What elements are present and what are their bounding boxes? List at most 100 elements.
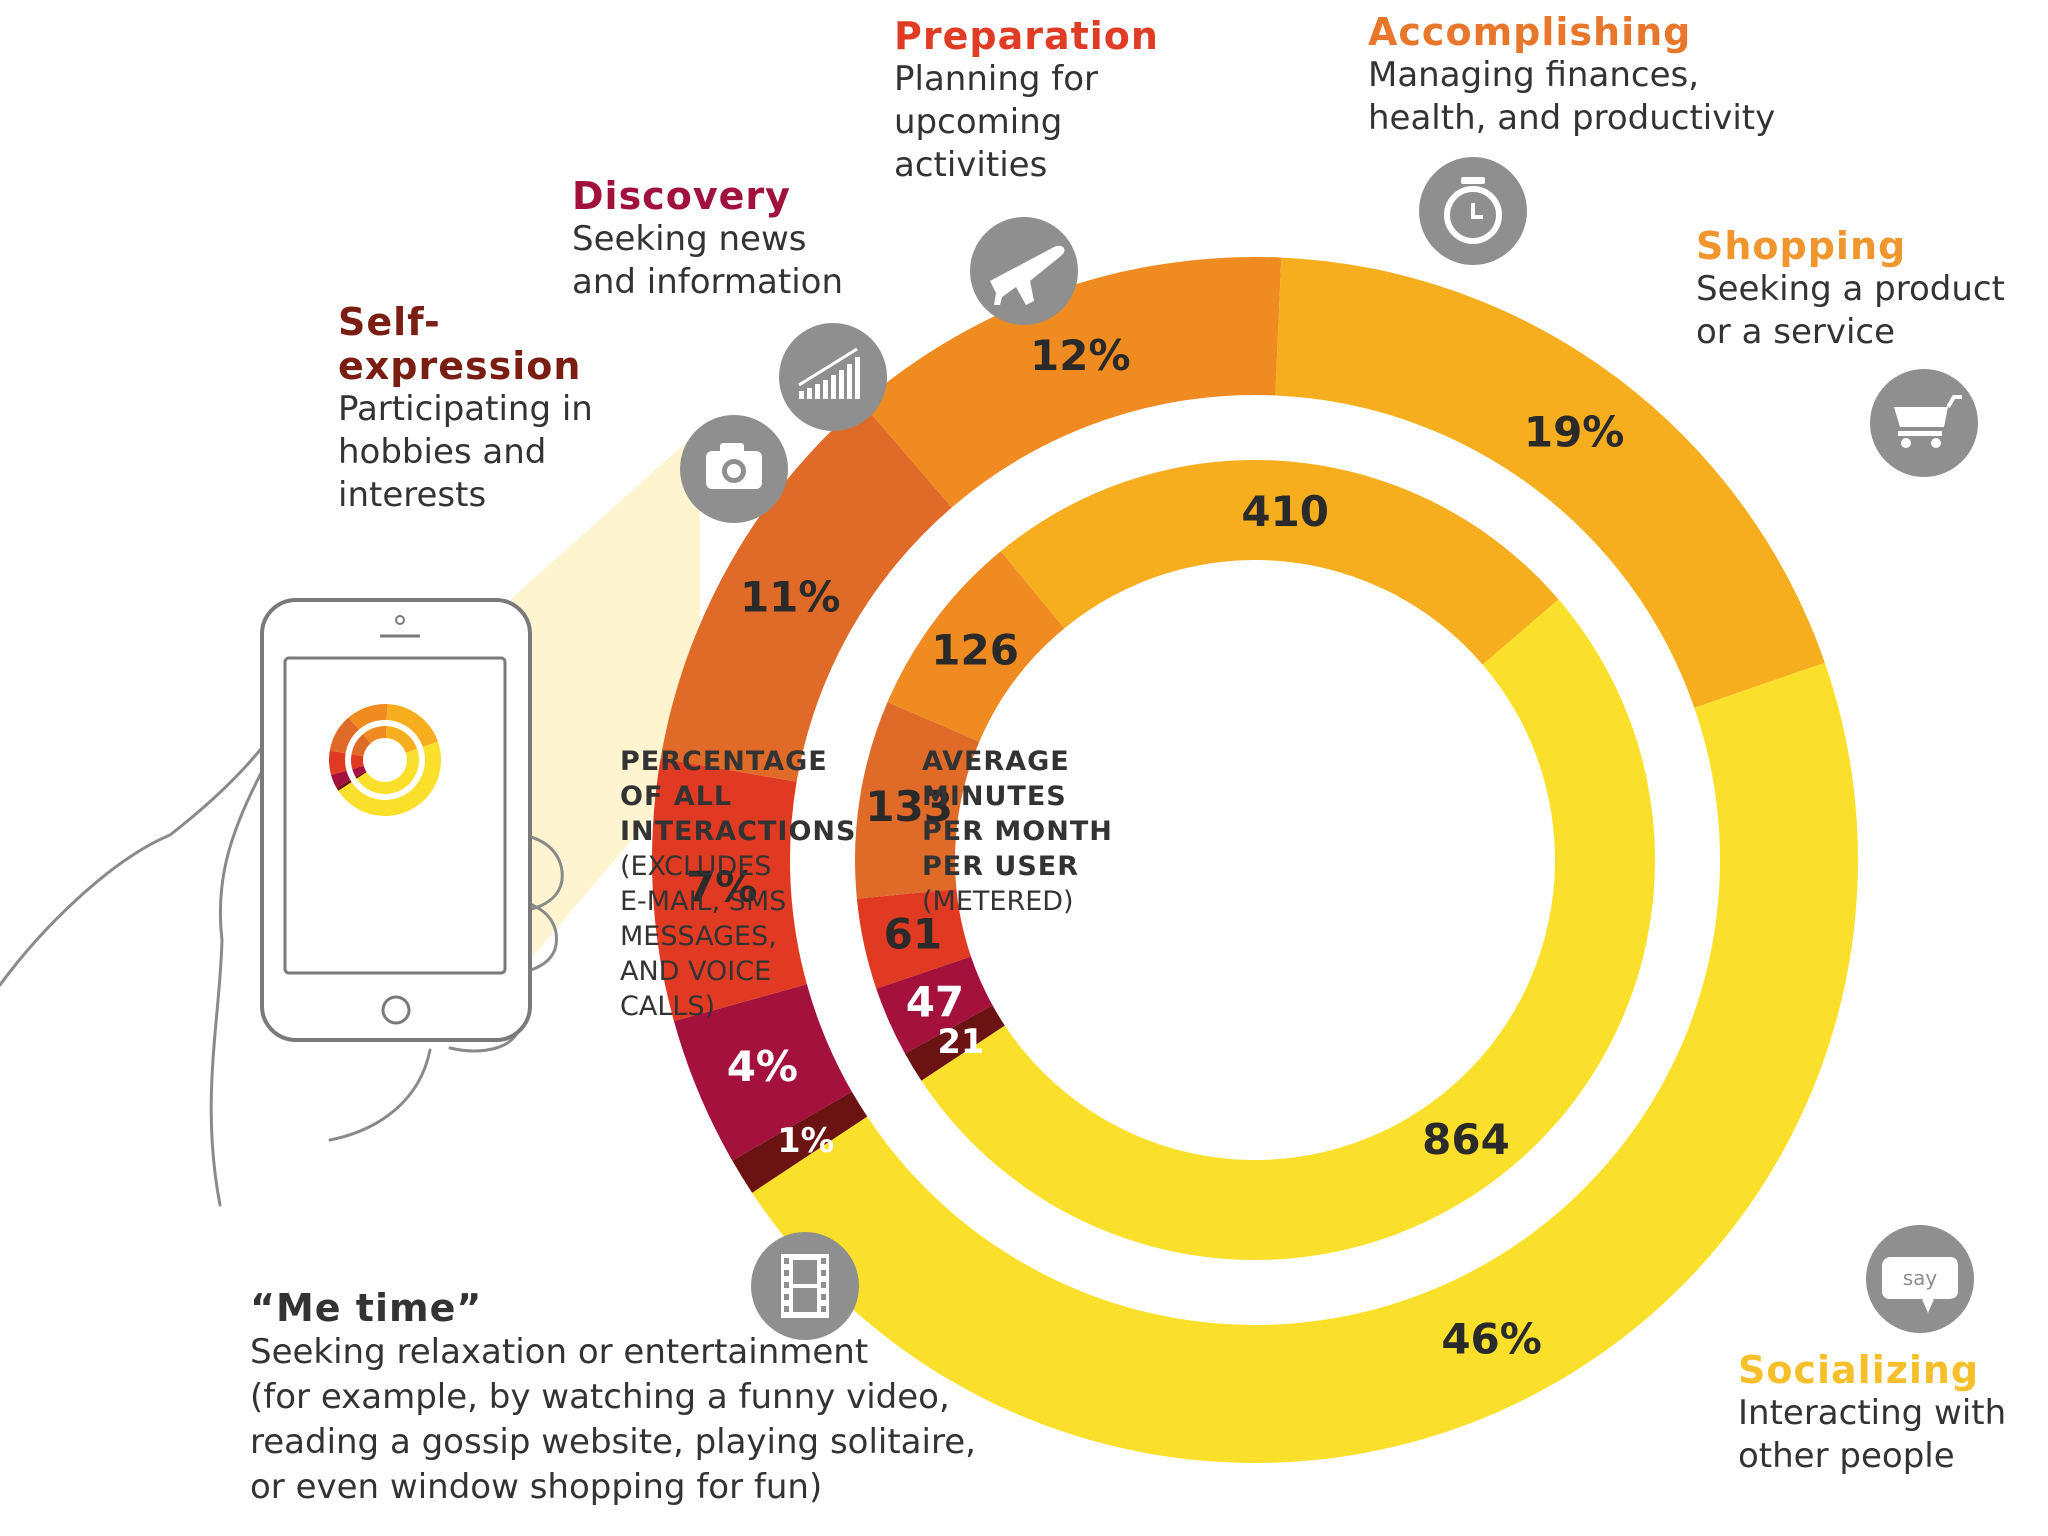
caption-heading-line: AVERAGE — [922, 746, 1070, 777]
caption-note-line: AND VOICE — [620, 956, 772, 987]
caption-heading-line: PER MONTH — [922, 816, 1113, 847]
airplane-icon — [970, 217, 1078, 325]
category-description: Participating in hobbies and interests — [338, 388, 593, 517]
phone-camera — [395, 615, 405, 625]
description-line: or a service — [1696, 312, 1896, 352]
mini-inner-segment-socializing — [385, 726, 418, 753]
inner-label-me-time: 864 — [1422, 1115, 1510, 1164]
inner-label-discovery: 47 — [906, 977, 964, 1026]
mini-inner-segment-accomplishing — [351, 734, 371, 757]
caption-note-line: (METERED) — [922, 886, 1074, 917]
description-line: other people — [1738, 1436, 1955, 1476]
category-description: Planning for upcoming activities — [894, 58, 1159, 187]
mini-outer-segment-accomplishing — [329, 717, 359, 754]
outer-segment-self-expression — [732, 1091, 868, 1193]
outer-segment-me-time — [752, 662, 1858, 1464]
inner-label-socializing: 410 — [1241, 487, 1329, 536]
outer-label-preparation: 7% — [686, 863, 757, 912]
category-me-time: “Me time” Seeking relaxation or entertai… — [250, 1286, 976, 1510]
category-title: “Me time” — [250, 1286, 483, 1330]
inner-segment-discovery — [876, 956, 993, 1054]
outer-segment-accomplishing — [660, 402, 952, 782]
description-line: or even window shopping for fun) — [250, 1467, 823, 1507]
caption-heading-line: PER USER — [922, 851, 1080, 882]
category-description: Seeking relaxation or entertainment (for… — [250, 1330, 976, 1510]
alarm-clock-icon — [1419, 157, 1527, 265]
outer-segment-preparation — [651, 758, 807, 1022]
description-line: interests — [338, 475, 487, 515]
mini-inner-segment-preparation — [351, 754, 364, 770]
category-title-line: expression — [338, 344, 582, 388]
outer-label-discovery: 4% — [727, 1042, 798, 1091]
category-self-expression: Self- expression Participating in hobbie… — [338, 300, 593, 517]
bar-chart-icon — [779, 323, 887, 431]
caption-note-line: MESSAGES, — [620, 921, 777, 952]
rings — [651, 257, 1858, 1464]
description-line: Participating in — [338, 389, 593, 429]
description-line: activities — [894, 145, 1048, 185]
mini-inner-segment-self-expression — [355, 770, 367, 779]
mini-outer-segment-shopping — [348, 704, 388, 730]
mini-outer-segment-self-expression — [336, 779, 352, 791]
caption-heading-line: OF ALL — [620, 781, 733, 812]
outer-segment-socializing — [1275, 257, 1825, 708]
description-line: hobbies and — [338, 432, 547, 472]
camera-icon — [680, 415, 788, 523]
outer-ring-caption: PERCENTAGE OF ALL INTERACTIONS (EXCLUDES… — [620, 744, 856, 1024]
description-line: Managing finances, — [1368, 55, 1700, 95]
category-description: Seeking a product or a service — [1696, 268, 2005, 354]
category-description: Seeking news and information — [572, 218, 843, 304]
caption-note-line: CALLS) — [620, 991, 716, 1022]
outer-segment-shopping — [861, 257, 1282, 508]
icons: say — [680, 157, 1978, 1340]
inner-label-accomplishing: 133 — [865, 782, 953, 831]
inner-label-shopping: 126 — [931, 626, 1019, 675]
outer-segment-discovery — [673, 984, 852, 1161]
category-title: Discovery — [572, 174, 791, 218]
caption-heading-line: MINUTES — [922, 781, 1067, 812]
description-line: reading a gossip website, playing solita… — [250, 1422, 976, 1462]
mini-inner-segment-shopping — [362, 726, 387, 744]
inner-label-preparation: 61 — [884, 909, 942, 958]
inner-label-self-expression: 21 — [937, 1022, 984, 1061]
description-line: Planning for — [894, 59, 1099, 99]
film-strip-icon — [751, 1232, 859, 1340]
inner-ring-caption: AVERAGE MINUTES PER MONTH PER USER (METE… — [922, 744, 1113, 919]
speech-bubble-icon: say — [1866, 1225, 1974, 1333]
phone-home-button — [381, 995, 411, 1025]
category-title: Accomplishing — [1368, 10, 1692, 54]
description-line: health, and productivity — [1368, 98, 1776, 138]
mini-outer-segment-discovery — [331, 770, 351, 788]
mini-outer-segment-me-time — [338, 741, 441, 816]
caption-note-line: (EXCLUDES — [620, 851, 772, 882]
category-title: Socializing — [1738, 1348, 1980, 1392]
outer-label-socializing: 19% — [1524, 408, 1625, 457]
description-line: Seeking a product — [1696, 269, 2005, 309]
description-line: Seeking news — [572, 219, 807, 259]
category-discovery: Discovery Seeking news and information — [572, 174, 843, 304]
description-line: upcoming — [894, 102, 1063, 142]
category-accomplishing: Accomplishing Managing finances, health,… — [1368, 10, 1775, 140]
caption-note-line: E-MAIL, SMS — [620, 886, 787, 917]
mini-outer-segment-preparation — [329, 750, 347, 775]
inner-segment-me-time — [921, 599, 1656, 1261]
inner-segment-self-expression — [904, 1005, 1005, 1081]
outer-label-self-expression: 1% — [777, 1121, 834, 1160]
category-socializing: Socializing Interacting with other peopl… — [1738, 1348, 2006, 1478]
say-text: say — [1903, 1266, 1938, 1290]
category-preparation: Preparation Planning for upcoming activi… — [894, 14, 1159, 187]
mini-donut — [329, 704, 441, 816]
description-line: Interacting with — [1738, 1393, 2007, 1433]
mini-inner-segment-me-time — [356, 748, 420, 794]
category-title: Preparation — [894, 14, 1159, 58]
description-line: (for example, by watching a funny video, — [250, 1377, 950, 1417]
description-line: Seeking relaxation or entertainment — [250, 1332, 869, 1372]
outer-label-me-time: 46% — [1441, 1314, 1542, 1363]
mini-outer-segment-socializing — [386, 704, 438, 747]
shopping-cart-icon — [1870, 369, 1978, 477]
category-title-line: Self- — [338, 300, 441, 344]
caption-heading-line: PERCENTAGE — [620, 746, 828, 777]
inner-segment-shopping — [887, 551, 1065, 742]
